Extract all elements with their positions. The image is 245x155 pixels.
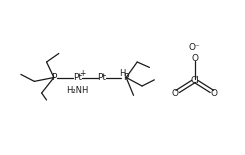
Text: O: O	[211, 89, 218, 97]
Text: Pt: Pt	[73, 73, 82, 82]
Text: O: O	[191, 54, 198, 63]
Text: +: +	[79, 69, 86, 78]
Text: P: P	[51, 73, 57, 82]
Text: O: O	[172, 89, 179, 97]
Text: H₂NH: H₂NH	[66, 86, 88, 95]
Text: O⁻: O⁻	[189, 43, 201, 52]
Text: P: P	[123, 73, 129, 82]
Text: H: H	[119, 69, 126, 78]
Text: Cl: Cl	[190, 76, 199, 85]
Text: Pt: Pt	[97, 73, 106, 82]
